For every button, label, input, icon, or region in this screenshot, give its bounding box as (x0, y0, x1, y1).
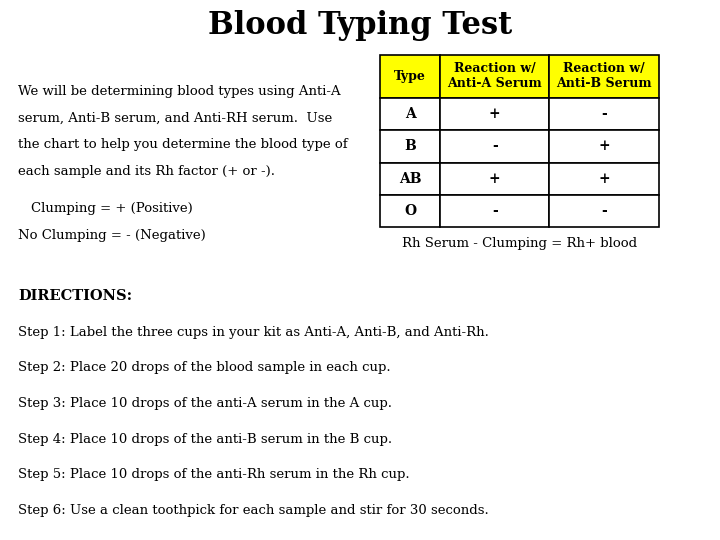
Text: DIRECTIONS:: DIRECTIONS: (18, 289, 132, 303)
Text: We will be determining blood types using Anti-A: We will be determining blood types using… (18, 84, 341, 98)
Text: Step 1: Label the three cups in your kit as Anti-A, Anti-B, and Anti-Rh.: Step 1: Label the three cups in your kit… (18, 326, 489, 339)
Text: O: O (404, 204, 416, 218)
Text: -: - (601, 107, 607, 121)
Text: +: + (598, 139, 610, 153)
Text: +: + (489, 107, 500, 121)
Text: -: - (492, 204, 498, 218)
Text: serum, Anti-B serum, and Anti-RH serum.  Use: serum, Anti-B serum, and Anti-RH serum. … (18, 111, 332, 124)
Text: -: - (492, 139, 498, 153)
Text: -: - (601, 204, 607, 218)
Text: Type: Type (394, 70, 426, 83)
Text: No Clumping = - (Negative): No Clumping = - (Negative) (18, 229, 205, 242)
Text: AB: AB (399, 172, 421, 186)
Text: each sample and its Rh factor (+ or -).: each sample and its Rh factor (+ or -). (18, 165, 275, 178)
Text: Blood Typing Test: Blood Typing Test (208, 10, 512, 40)
Text: the chart to help you determine the blood type of: the chart to help you determine the bloo… (18, 138, 348, 151)
Text: Reaction w/
Anti-B Serum: Reaction w/ Anti-B Serum (557, 62, 652, 90)
Text: B: B (404, 139, 416, 153)
Text: +: + (598, 172, 610, 186)
Text: Step 6: Use a clean toothpick for each sample and stir for 30 seconds.: Step 6: Use a clean toothpick for each s… (18, 504, 489, 517)
Text: Rh Serum - Clumping = Rh+ blood: Rh Serum - Clumping = Rh+ blood (402, 237, 637, 250)
Text: A: A (405, 107, 415, 121)
Text: Step 2: Place 20 drops of the blood sample in each cup.: Step 2: Place 20 drops of the blood samp… (18, 361, 391, 374)
Text: Step 4: Place 10 drops of the anti-B serum in the B cup.: Step 4: Place 10 drops of the anti-B ser… (18, 433, 392, 446)
Text: +: + (489, 172, 500, 186)
Text: Step 3: Place 10 drops of the anti-A serum in the A cup.: Step 3: Place 10 drops of the anti-A ser… (18, 397, 392, 410)
Text: Clumping = + (Positive): Clumping = + (Positive) (31, 202, 192, 215)
Text: Reaction w/
Anti-A Serum: Reaction w/ Anti-A Serum (447, 62, 542, 90)
Text: Step 5: Place 10 drops of the anti-Rh serum in the Rh cup.: Step 5: Place 10 drops of the anti-Rh se… (18, 468, 410, 481)
